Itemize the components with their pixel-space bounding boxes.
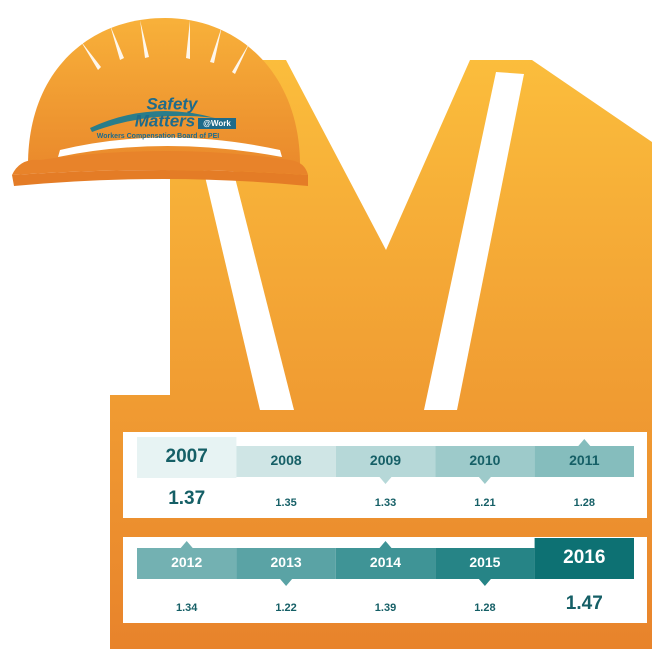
year-cell	[435, 548, 535, 579]
year-cell	[236, 548, 336, 579]
value-label: 1.39	[375, 602, 396, 614]
pointer	[478, 579, 491, 586]
pointer	[478, 477, 491, 484]
year-label: 2010	[469, 452, 500, 468]
year-label: 2009	[370, 452, 401, 468]
year-label: 2014	[370, 554, 401, 570]
value-label: 1.33	[375, 497, 396, 509]
logo-line2: Matters	[135, 111, 195, 130]
year-label: 2013	[271, 554, 302, 570]
year-label: 2011	[569, 452, 600, 468]
logo-tag: @Work	[203, 119, 231, 128]
value-label: 1.35	[275, 497, 296, 509]
year-label: 2015	[469, 554, 500, 570]
reflective-stripe	[424, 72, 524, 410]
value-label: 1.37	[168, 488, 205, 509]
year-label: 2016	[563, 547, 605, 568]
year-cell	[534, 538, 634, 579]
logo-org: Workers Compensation Board of PEI	[97, 133, 219, 140]
year-cell	[137, 437, 237, 478]
year-label: 2008	[271, 452, 302, 468]
pointer	[379, 477, 392, 484]
year-cell	[236, 446, 336, 477]
year-cell	[335, 548, 436, 579]
value-label: 1.21	[474, 497, 495, 509]
value-label: 1.22	[275, 602, 296, 614]
year-cell	[137, 548, 237, 579]
pointer	[180, 541, 193, 548]
value-label: 1.34	[176, 602, 198, 614]
logo-line1: Safety	[146, 94, 199, 113]
year-cell	[534, 446, 634, 477]
hard-hat: Safety Matters @Work Workers Compensatio…	[12, 18, 308, 186]
value-label: 1.47	[566, 593, 603, 614]
year-label: 2007	[166, 446, 208, 467]
value-label: 1.28	[474, 602, 495, 614]
year-cell	[335, 446, 436, 477]
year-label: 2012	[171, 554, 202, 570]
reflective-stripe	[203, 158, 294, 410]
pointer	[578, 439, 591, 446]
pointer	[280, 579, 293, 586]
pointer	[379, 541, 392, 548]
year-cell	[435, 446, 535, 477]
value-label: 1.28	[574, 497, 595, 509]
